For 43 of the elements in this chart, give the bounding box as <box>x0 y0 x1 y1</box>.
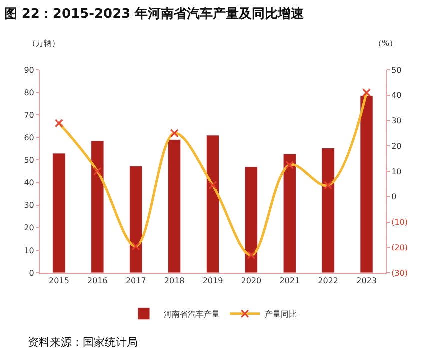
x-tick-label: 2016 <box>87 276 108 286</box>
bar <box>322 148 335 273</box>
bar <box>130 166 143 273</box>
y-tick-label: 20 <box>24 224 34 233</box>
text: 资料来源：国家统计局 <box>28 336 138 348</box>
x-tick-label: 2020 <box>241 276 262 286</box>
x-tick-label: 2021 <box>280 276 300 286</box>
bar <box>52 153 66 273</box>
y2-tick-label: 20 <box>392 142 402 151</box>
bar <box>168 140 182 273</box>
y2-axis-title: （%） <box>374 39 398 48</box>
y2-tick-label: 10 <box>392 167 402 176</box>
y2-tick-label: (20) <box>392 243 408 252</box>
x-tick-label: 2017 <box>126 276 146 286</box>
y2-tick-label: 50 <box>392 66 402 75</box>
legend-label: 产量同比 <box>265 310 297 320</box>
y2-tick-label: (10) <box>392 218 408 228</box>
bar <box>91 140 104 273</box>
y-tick-label: 30 <box>24 201 34 210</box>
y-tick-label: 40 <box>24 178 34 188</box>
x-tick-label: 2019 <box>202 276 224 286</box>
bar <box>244 166 258 273</box>
x-tick-label: 2018 <box>164 276 185 286</box>
chart-title: 图 22：2015-2023 年河南省汽车产量及同比增速 <box>4 6 306 22</box>
y-axis-title: （万辆） <box>28 39 60 48</box>
y-tick-label: 60 <box>24 133 34 142</box>
y-tick-label: 80 <box>24 88 34 98</box>
y2-tick-label: 40 <box>392 91 402 100</box>
legend-label: 河南省汽车产量 <box>164 310 220 320</box>
y2-tick-label: 0 <box>392 192 397 202</box>
y-tick-label: 90 <box>24 66 34 75</box>
y2-tick-label: 30 <box>392 116 402 126</box>
x-tick-label: 2023 <box>356 276 377 286</box>
x-tick-label: 2015 <box>49 276 70 286</box>
y-tick-label: 70 <box>24 110 34 120</box>
bar <box>283 154 296 273</box>
bar <box>206 135 220 273</box>
y-tick-label: 10 <box>24 246 34 256</box>
bar <box>360 96 374 273</box>
x-tick-label: 2022 <box>318 276 339 286</box>
y-tick-label: 0 <box>29 268 34 278</box>
y2-tick-label: (30) <box>392 268 408 278</box>
y-tick-label: 50 <box>24 156 34 166</box>
